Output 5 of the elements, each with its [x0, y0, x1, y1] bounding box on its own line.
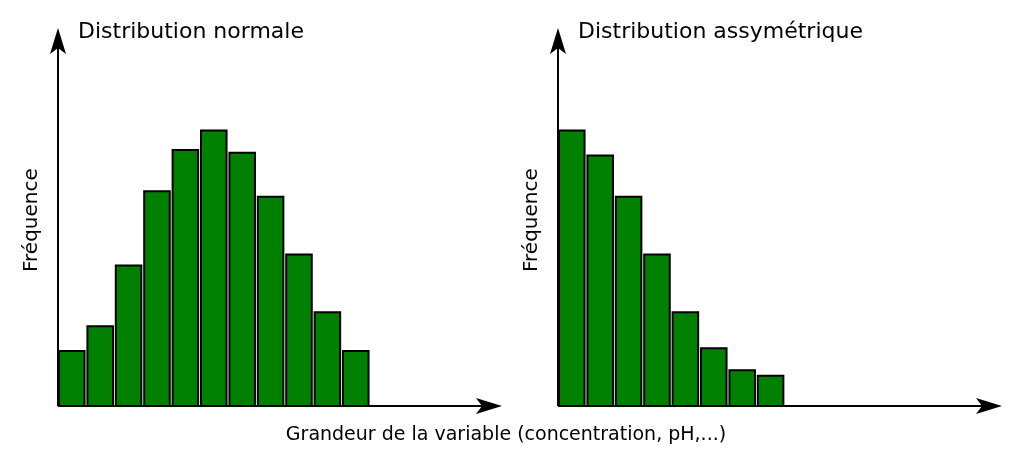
chart-title: Distribution assymétrique: [578, 18, 863, 43]
chart-title: Distribution normale: [78, 18, 304, 43]
y-axis-title: Fréquence: [18, 168, 43, 272]
y-axis-title: Fréquence: [518, 168, 543, 272]
x-axis-title: Grandeur de la variable (concentration, pH,...): [284, 422, 728, 444]
